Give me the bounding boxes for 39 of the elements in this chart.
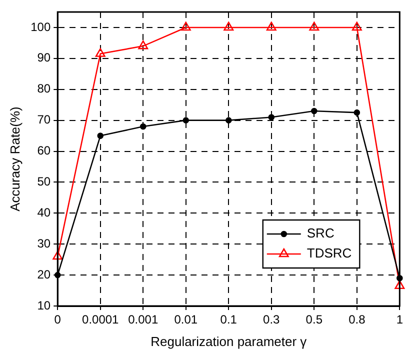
y-tick-label: 80 (37, 82, 51, 96)
y-tick-label: 10 (37, 298, 51, 312)
y-tick-label: 40 (37, 205, 51, 220)
y-tick-label: 30 (37, 236, 51, 250)
y-tick-label: 100 (30, 20, 51, 34)
y-tick-label: 70 (37, 112, 51, 127)
point (224, 22, 234, 31)
x-tick-label: 0.01 (174, 312, 198, 327)
x-tick-label: 0 (54, 312, 62, 327)
x-tick-label: 0.5 (306, 312, 323, 327)
y-tick-label: 60 (37, 144, 51, 158)
x-tick-label: 0.3 (263, 312, 280, 327)
y-tick-label: 90 (37, 50, 51, 65)
point (182, 117, 190, 124)
x-tick-label: 1 (396, 312, 404, 327)
point (394, 280, 405, 290)
point (225, 117, 232, 124)
x-axis-title: Regularization parameter γ (150, 334, 308, 349)
point (354, 109, 360, 116)
x-tick-label: 0.1 (220, 312, 238, 327)
legend-label: TDSRC (306, 246, 352, 261)
x-tick-label: 0.0001 (82, 312, 120, 327)
point (52, 250, 63, 260)
y-tick-label: 50 (37, 174, 51, 189)
point (138, 40, 148, 50)
point (311, 108, 318, 114)
point (352, 22, 362, 31)
y-axis-title: Accuracy Rate(%) (7, 106, 22, 212)
point (97, 132, 104, 139)
point (309, 22, 320, 31)
legend-label: SRC (306, 226, 334, 241)
point (268, 114, 275, 120)
point (140, 123, 146, 130)
point (180, 22, 191, 31)
point (266, 22, 276, 31)
x-tick-label: 0.001 (128, 312, 158, 327)
point (95, 48, 106, 57)
y-tick-label: 20 (37, 267, 51, 282)
x-tick-label: 0.8 (348, 312, 366, 327)
